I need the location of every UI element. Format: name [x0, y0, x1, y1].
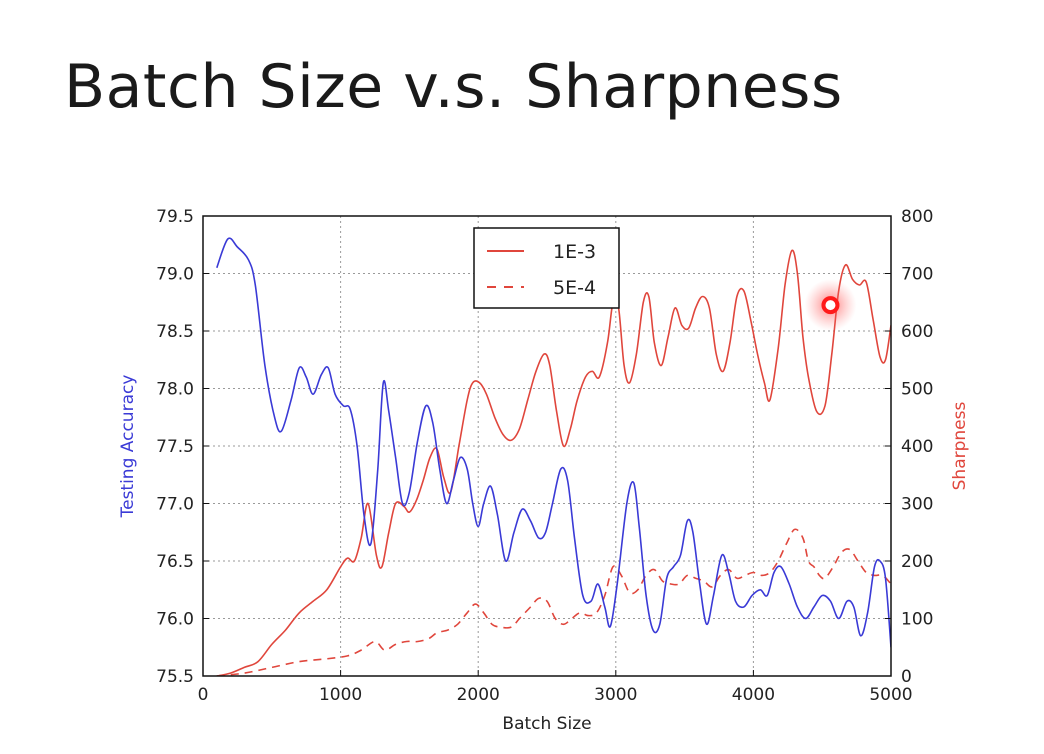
x-tick-label: 2000: [457, 685, 500, 705]
left-tick-label: 76.0: [156, 610, 194, 630]
right-tick-label: 0: [901, 667, 912, 687]
left-tick-label: 76.5: [156, 552, 194, 572]
left-tick-label: 78.5: [156, 322, 194, 342]
left-tick-label: 78.0: [156, 380, 194, 400]
legend-label-1E-3: 1E-3: [553, 241, 596, 263]
cursor-highlight: [804, 279, 857, 332]
right-tick-label: 800: [901, 207, 933, 227]
right-tick-label: 700: [901, 265, 933, 285]
left-tick-label: 77.5: [156, 437, 194, 457]
legend-box: [473, 227, 620, 309]
series-line-sharpness-5E-4: [216, 528, 891, 676]
left-axis-label: Testing Accuracy: [118, 375, 138, 519]
cursor-ring: [821, 296, 840, 315]
legend-label-5E-4: 5E-4: [553, 277, 596, 299]
series-line-testing-accuracy: [216, 237, 891, 648]
series-layer: [216, 237, 891, 676]
x-tick-label: 1000: [319, 685, 362, 705]
left-tick-label: 77.0: [156, 495, 194, 515]
right-tick-label: 400: [901, 437, 933, 457]
left-tick-label: 79.0: [156, 265, 194, 285]
x-tick-label: 5000: [869, 685, 912, 705]
left-tick-label: 75.5: [156, 667, 194, 687]
right-tick-label: 200: [901, 552, 933, 572]
right-axis-label: Sharpness: [950, 402, 970, 491]
series-line-sharpness-1E-3: [216, 249, 891, 676]
x-tick-label: 3000: [594, 685, 637, 705]
x-tick-label: 4000: [732, 685, 775, 705]
right-tick-label: 100: [901, 610, 933, 630]
left-tick-label: 79.5: [156, 207, 194, 227]
right-tick-label: 500: [901, 380, 933, 400]
x-tick-label: 0: [198, 685, 209, 705]
slide-title: Batch Size v.s. Sharpness: [64, 52, 843, 122]
x-axis-label: Batch Size: [502, 714, 591, 734]
legend: 1E-3 5E-4: [473, 227, 620, 309]
tick-layer: 0 1000 2000 3000 4000 500075.576.076.577.077.…: [156, 207, 933, 705]
right-tick-label: 600: [901, 322, 933, 342]
right-tick-label: 300: [901, 495, 933, 515]
